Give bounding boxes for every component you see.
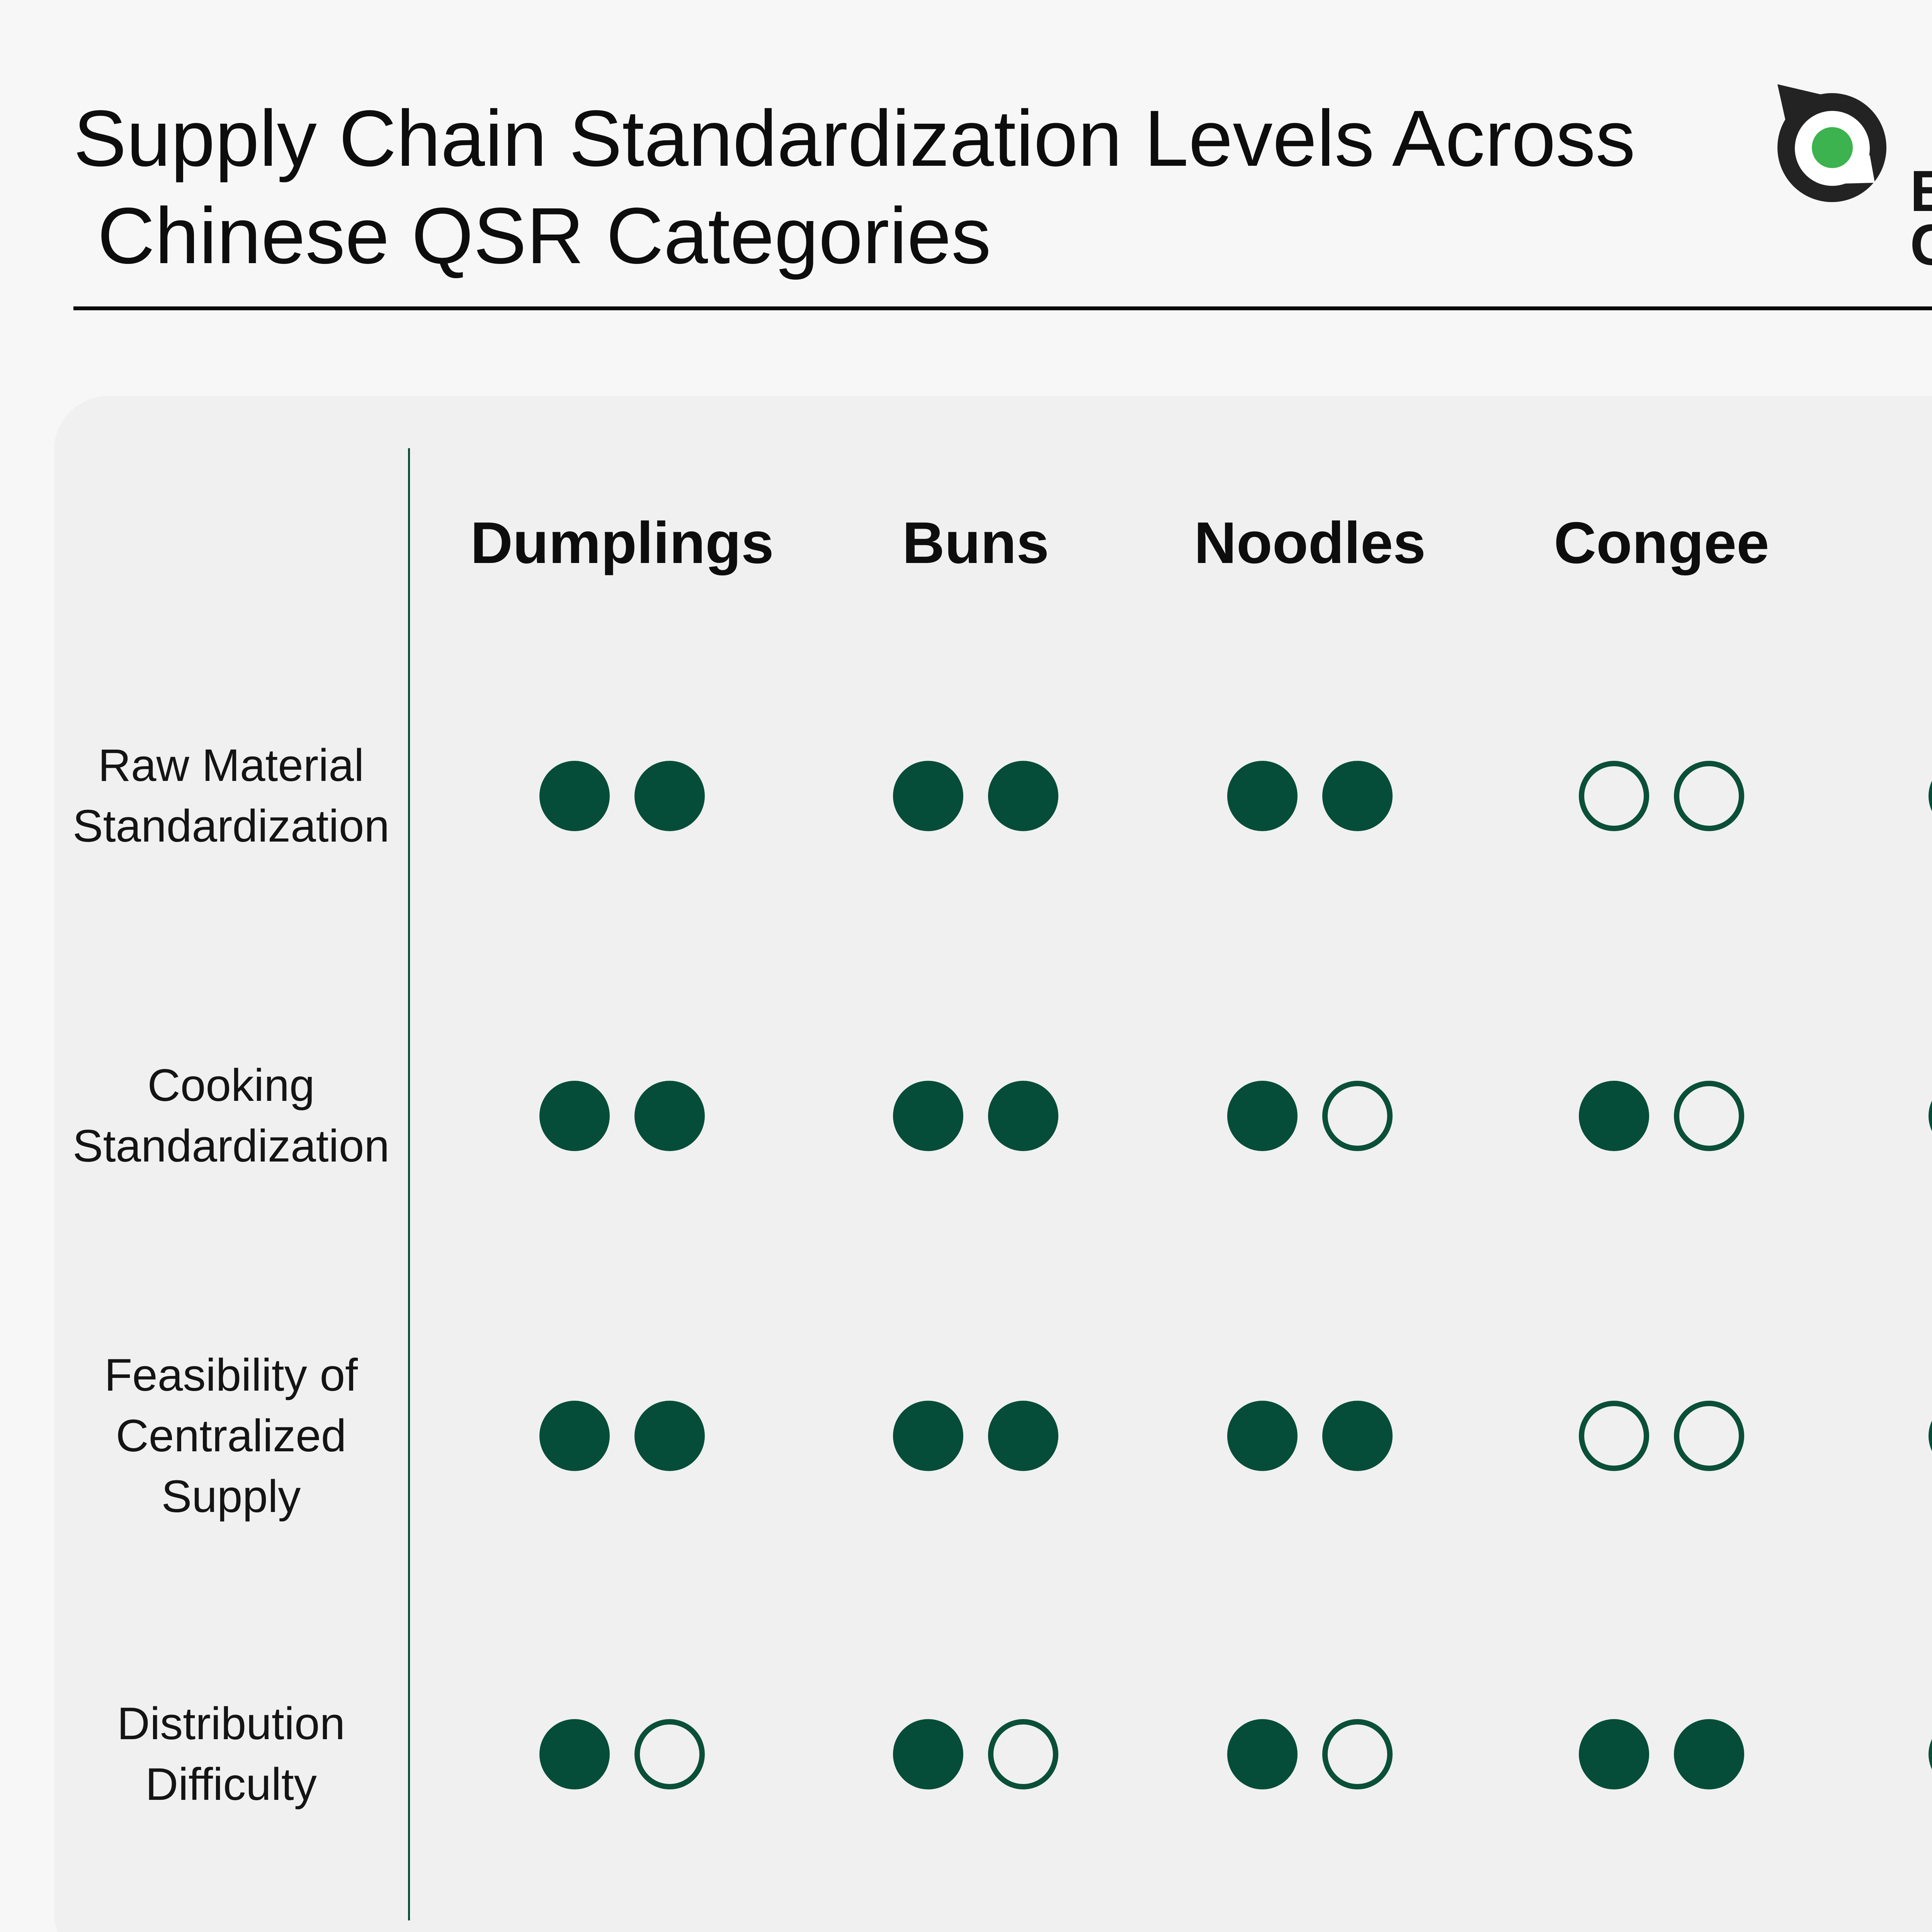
filled-dot-icon: [634, 1401, 705, 1471]
filled-dot-icon: [988, 761, 1058, 831]
filled-dot-icon: [893, 761, 963, 831]
filled-dot-icon: [1929, 1401, 1932, 1471]
cell-cooking-standardization-congee: [1579, 1081, 1744, 1151]
filled-dot-icon: [1929, 761, 1932, 831]
row-label-raw-material-standardization: Raw Material Standardization: [72, 740, 389, 852]
ba-capital-logo-icon: [1777, 84, 1886, 202]
cell-cooking-standardization-noodles: [1227, 1081, 1393, 1151]
filled-dot-icon: [1227, 1401, 1298, 1471]
cell-cooking-standardization-buns: [893, 1081, 1058, 1151]
filled-dot-icon: [634, 1081, 705, 1151]
cell-raw-material-standardization-congee: [1579, 761, 1744, 831]
cell-feasibility-of-centralized-supply-buns: [893, 1401, 1058, 1471]
filled-dot-icon: [1227, 1719, 1298, 1789]
filled-dot-icon: [1929, 1081, 1932, 1151]
filled-dot-icon: [1227, 761, 1298, 831]
filled-dot-icon: [988, 1401, 1058, 1471]
cell-cooking-standardization-rice-meals: [1929, 1081, 1932, 1151]
filled-dot-icon: [634, 761, 705, 831]
column-header-noodles: Noodles: [1194, 510, 1426, 576]
cell-distribution-difficulty-congee: [1579, 1719, 1744, 1789]
filled-dot-icon: [539, 1081, 610, 1151]
cell-feasibility-of-centralized-supply-dumplings: [539, 1401, 705, 1471]
cell-distribution-difficulty-dumplings: [539, 1719, 705, 1789]
column-header-dumplings: Dumplings: [470, 510, 774, 576]
cell-cooking-standardization-dumplings: [539, 1081, 705, 1151]
empty-dot-icon: [1674, 1401, 1744, 1471]
empty-dot-icon: [1322, 1719, 1393, 1789]
empty-dot-icon: [1674, 761, 1744, 831]
row-label-cooking-standardization: Cooking Standardization: [72, 1060, 389, 1172]
filled-dot-icon: [1674, 1719, 1744, 1789]
column-header-congee: Congee: [1554, 510, 1769, 576]
filled-dot-icon: [893, 1081, 963, 1151]
empty-dot-icon: [1929, 1719, 1932, 1789]
filled-dot-icon: [893, 1719, 963, 1789]
filled-dot-icon: [1322, 1401, 1393, 1471]
brand-text-capital: Capital: [1910, 212, 1932, 277]
row-label-feasibility-of-centralized-supply: Feasibility of Centralized Supply: [104, 1349, 358, 1522]
empty-dot-icon: [988, 1719, 1058, 1789]
empty-dot-icon: [1579, 1401, 1649, 1471]
empty-dot-icon: [1579, 761, 1649, 831]
cell-raw-material-standardization-dumplings: [539, 761, 705, 831]
page-title: Supply Chain Standardization Levels Acro…: [73, 90, 1635, 284]
filled-dot-icon: [1579, 1719, 1649, 1789]
empty-dot-icon: [1674, 1081, 1744, 1151]
cell-distribution-difficulty-buns: [893, 1719, 1058, 1789]
matrix-panel: [54, 396, 1932, 1932]
page-title-line-1: Supply Chain Standardization Levels Acro…: [73, 94, 1636, 183]
row-label-distribution-difficulty: Distribution Difficulty: [117, 1698, 345, 1810]
filled-dot-icon: [539, 1719, 610, 1789]
empty-dot-icon: [1322, 1081, 1393, 1151]
column-header-buns: Buns: [902, 510, 1049, 576]
cell-feasibility-of-centralized-supply-congee: [1579, 1401, 1744, 1471]
page-title-line-2: Chinese QSR Categories: [97, 191, 991, 280]
cell-raw-material-standardization-buns: [893, 761, 1058, 831]
label-column-divider: [408, 448, 410, 1920]
filled-dot-icon: [539, 1401, 610, 1471]
filled-dot-icon: [988, 1081, 1058, 1151]
filled-dot-icon: [1322, 761, 1393, 831]
filled-dot-icon: [893, 1401, 963, 1471]
cell-feasibility-of-centralized-supply-rice-meals: [1929, 1401, 1932, 1471]
brand-text-ba: BA: [1910, 158, 1932, 223]
brand-logo: BA Capital: [1774, 81, 1932, 274]
filled-dot-icon: [1227, 1081, 1298, 1151]
cell-raw-material-standardization-rice-meals: [1929, 761, 1932, 831]
brand-wordmark: BA Capital: [1910, 158, 1932, 277]
column-header-rice-meals: Rice Meals: [1833, 460, 1932, 626]
cell-feasibility-of-centralized-supply-noodles: [1227, 1401, 1393, 1471]
filled-dot-icon: [1579, 1081, 1649, 1151]
title-underline-rule: [73, 306, 1932, 310]
cell-raw-material-standardization-noodles: [1227, 761, 1393, 831]
empty-dot-icon: [634, 1719, 705, 1789]
cell-distribution-difficulty-noodles: [1227, 1719, 1393, 1789]
filled-dot-icon: [539, 761, 610, 831]
cell-distribution-difficulty-rice-meals: [1929, 1719, 1932, 1789]
